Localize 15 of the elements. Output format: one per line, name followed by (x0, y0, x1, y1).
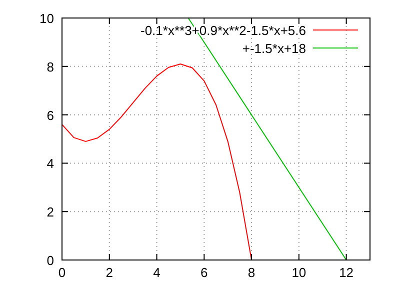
line-series (62, 63, 252, 260)
x-tick-label: 10 (292, 265, 306, 280)
x-tick-label: 12 (339, 265, 354, 280)
y-tick-label: 6 (46, 108, 54, 123)
y-tick-label: 4 (46, 156, 54, 172)
y-tick-label: 8 (46, 59, 54, 74)
legend-label: +-1.5*x+18 (242, 41, 306, 56)
x-tick-label: 2 (106, 265, 113, 280)
x-tick-label: 4 (153, 265, 160, 280)
y-tick-label: 0 (46, 253, 54, 268)
x-tick-label: 0 (58, 265, 66, 280)
x-tick-label: 6 (200, 265, 208, 280)
x-tick-label: 8 (248, 265, 256, 280)
y-tick-label: 2 (46, 204, 54, 220)
y-tick-label: 10 (40, 11, 54, 26)
